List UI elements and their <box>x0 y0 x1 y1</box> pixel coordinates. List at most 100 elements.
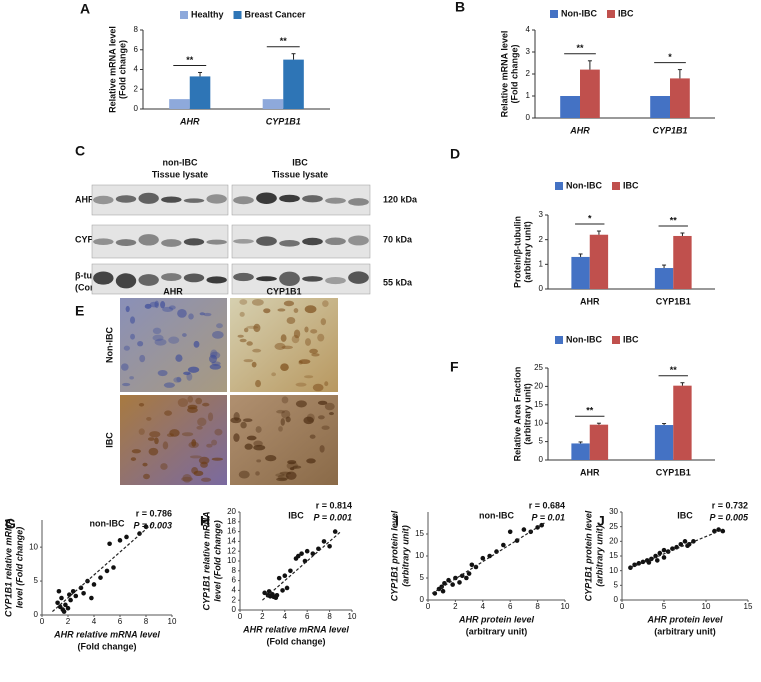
x-tick-label: 10 <box>168 617 177 626</box>
point <box>56 588 62 594</box>
cell <box>123 345 130 351</box>
point <box>327 544 332 549</box>
y-tick-label: 10 <box>534 418 543 427</box>
trendline <box>431 522 545 594</box>
cell <box>206 443 213 448</box>
bar <box>580 69 600 118</box>
y-tick-label: 20 <box>227 507 236 516</box>
point <box>137 531 142 536</box>
cell <box>200 461 208 468</box>
y-tick-label: 10 <box>227 556 236 565</box>
point <box>282 573 288 578</box>
point <box>466 571 472 576</box>
y-tick-label: 15 <box>609 551 618 560</box>
ihc-images: E AHR CYP1B1 Non-IBC IBC <box>75 286 338 485</box>
bar <box>189 76 211 109</box>
significance: * <box>668 52 672 62</box>
cell <box>211 439 218 446</box>
y-tick-label: 0 <box>614 595 619 604</box>
y-tick-label: 0 <box>232 605 237 614</box>
blot-band <box>279 271 300 287</box>
column-label: CYP1B1 <box>266 286 301 296</box>
blot-band <box>302 237 323 246</box>
bar <box>654 268 674 289</box>
cell <box>187 406 198 413</box>
cell <box>276 409 285 414</box>
cell <box>201 477 212 482</box>
cell <box>271 372 277 377</box>
cell <box>196 425 203 430</box>
x-tick-label: 4 <box>481 602 486 611</box>
cell <box>129 316 136 324</box>
bar <box>654 425 674 460</box>
cell <box>154 437 159 445</box>
cell <box>281 396 289 404</box>
point <box>432 591 438 596</box>
y-tick-label: 18 <box>227 517 236 526</box>
cell <box>191 439 197 447</box>
legend-swatch <box>550 10 558 18</box>
cell <box>243 359 254 363</box>
legend-swatch <box>555 182 563 190</box>
cell <box>255 426 262 433</box>
statistic: P = 0.001 <box>314 512 352 522</box>
chart-title: non-IBC <box>90 518 125 528</box>
cell <box>255 379 262 388</box>
point <box>284 585 290 591</box>
cell <box>195 397 203 405</box>
cell <box>122 382 131 387</box>
cell <box>265 455 277 462</box>
point <box>65 605 71 611</box>
row-label: IBC <box>104 432 114 448</box>
cell <box>246 435 257 441</box>
cell <box>216 323 223 329</box>
x-tick-label: 4 <box>92 617 97 626</box>
cell <box>280 418 285 426</box>
blot-strip <box>231 224 371 259</box>
cell <box>199 312 205 316</box>
cell <box>130 457 137 461</box>
legend-label: IBC <box>623 334 639 344</box>
cell <box>183 371 191 376</box>
cell <box>320 318 327 326</box>
legend-label: Non-IBC <box>561 8 597 18</box>
y-tick-label: 15 <box>415 529 424 538</box>
cell <box>304 305 317 314</box>
y-axis-label: CYP1B1 protein level <box>389 510 399 601</box>
cell <box>317 400 328 405</box>
bar <box>589 234 609 289</box>
y-tick-label: 5 <box>614 580 619 589</box>
x-tick-label: CYP1B1 <box>652 125 687 135</box>
cell <box>210 349 218 358</box>
y-tick-label: 14 <box>227 537 236 546</box>
significance: ** <box>576 43 584 53</box>
point <box>457 580 462 585</box>
cell <box>303 416 314 425</box>
y-tick-label: 5 <box>420 573 425 582</box>
y-tick-label: 25 <box>609 522 618 531</box>
x-axis-label: (arbitrary unit) <box>466 626 528 636</box>
point <box>487 553 492 559</box>
size-label: 70 kDa <box>383 234 413 244</box>
cell <box>255 471 260 476</box>
cell <box>147 437 155 441</box>
blot-strip <box>231 263 371 295</box>
statistic: r = 0.732 <box>712 500 748 510</box>
statistic: P = 0.003 <box>134 520 172 530</box>
y-tick-label: 0 <box>134 104 139 113</box>
blot-strip <box>231 184 371 216</box>
cell <box>152 327 162 335</box>
significance: * <box>588 213 592 223</box>
legend-swatch <box>555 336 563 344</box>
blot-band <box>348 271 369 284</box>
western-blot: C non-IBC Tissue lysate IBC Tissue lysat… <box>75 143 418 295</box>
x-tick-label: 6 <box>118 617 123 626</box>
blot-band <box>233 196 254 205</box>
y-tick-label: 5 <box>34 576 39 585</box>
y-tick-label: 8 <box>232 566 237 575</box>
point <box>63 602 68 608</box>
cell <box>173 377 182 383</box>
cell <box>189 455 202 459</box>
significance: ** <box>670 215 678 225</box>
cell <box>291 335 300 344</box>
